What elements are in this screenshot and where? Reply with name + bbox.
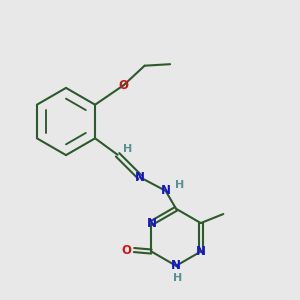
Text: N: N [160, 184, 171, 197]
Text: N: N [146, 217, 156, 230]
Text: H: H [176, 180, 184, 190]
Text: N: N [135, 171, 145, 184]
Text: N: N [171, 259, 181, 272]
Text: O: O [118, 79, 129, 92]
Text: H: H [173, 273, 182, 283]
Text: O: O [122, 244, 131, 256]
Text: H: H [123, 144, 132, 154]
Text: N: N [196, 245, 206, 258]
